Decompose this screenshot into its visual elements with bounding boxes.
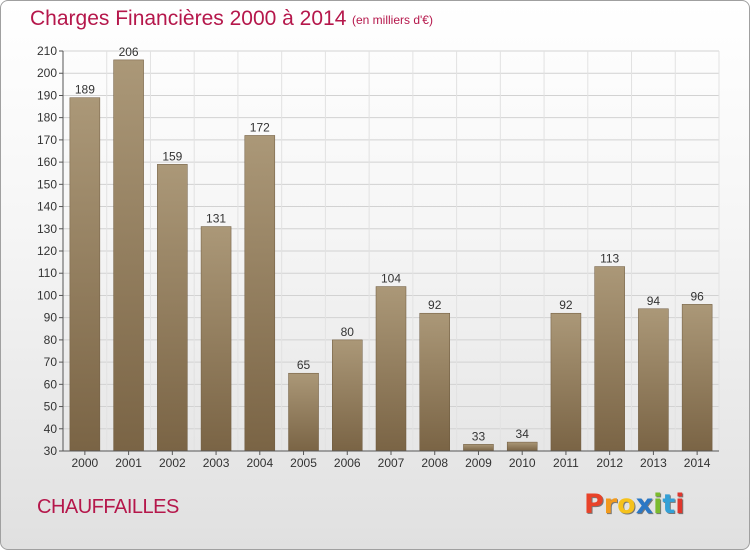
bar-2012[interactable] [594, 266, 625, 452]
x-tick-label: 2014 [684, 456, 711, 470]
y-tick-label: 50 [44, 400, 58, 414]
y-tick-label: 190 [37, 88, 57, 102]
bar-value-label: 189 [75, 83, 95, 97]
bar-value-label: 34 [516, 427, 530, 441]
bar-2005[interactable] [288, 372, 319, 452]
x-tick-label: 2009 [465, 456, 492, 470]
chart-title: Charges Financières 2000 à 2014 [30, 7, 347, 30]
logo-letter: t [662, 489, 676, 520]
bar-value-label: 92 [559, 298, 573, 312]
bar-value-label: 96 [690, 289, 704, 303]
bar-value-label: 104 [381, 272, 401, 286]
bar-2009[interactable] [463, 444, 494, 452]
proxiti-logo[interactable]: Proxiti [584, 489, 685, 520]
logo-letter: x [635, 489, 654, 520]
y-tick-label: 200 [37, 66, 57, 80]
bar-2013[interactable] [638, 308, 669, 452]
y-tick-label: 70 [44, 355, 58, 369]
y-tick-label: 210 [37, 44, 57, 58]
bar-value-label: 206 [119, 45, 139, 59]
x-tick-label: 2002 [159, 456, 186, 470]
y-tick-label: 170 [37, 133, 57, 147]
y-tick-label: 130 [37, 222, 57, 236]
bar-2002[interactable] [157, 164, 188, 452]
bar-value-label: 159 [162, 149, 182, 163]
y-tick-label: 120 [37, 244, 57, 258]
bar-2004[interactable] [244, 135, 276, 452]
logo-letter: r [603, 489, 618, 520]
y-tick-label: 150 [37, 177, 57, 191]
bar-value-label: 94 [647, 294, 661, 308]
y-tick-label: 140 [37, 200, 57, 214]
y-tick-label: 110 [38, 266, 57, 280]
bar-value-label: 172 [250, 120, 270, 134]
x-tick-label: 2008 [421, 456, 448, 470]
bars [69, 59, 713, 452]
y-tick-label: 100 [37, 288, 57, 302]
logo-letter: i [675, 489, 685, 520]
y-tick-label: 60 [44, 377, 58, 391]
bar-value-label: 92 [428, 298, 442, 312]
bar-value-label: 113 [600, 252, 619, 266]
bar-2011[interactable] [550, 312, 582, 452]
logo-letter: P [584, 489, 604, 520]
x-tick-label: 2000 [72, 456, 99, 470]
bar-value-label: 65 [297, 358, 311, 372]
x-tick-label: 2010 [509, 456, 536, 470]
x-tick-label: 2013 [640, 456, 667, 470]
x-tick-label: 2001 [115, 456, 142, 470]
labels: 30 40 50 60 70 80 90 100 110 120 130 140 150 160 170 18… [37, 44, 711, 470]
x-tick-label: 2012 [596, 456, 623, 470]
x-tick-label: 2011 [553, 456, 579, 470]
town-name: CHAUFFAILLES [37, 496, 179, 518]
x-tick-label: 2007 [378, 456, 405, 470]
y-tick-label: 40 [44, 422, 58, 436]
chart-subtitle: (en milliers d'€) [352, 13, 433, 27]
y-tick-label: 180 [37, 111, 57, 125]
x-tick-label: 2003 [203, 456, 230, 470]
bar-value-label: 33 [472, 429, 486, 443]
bar-2001[interactable] [113, 59, 144, 452]
x-tick-label: 2004 [246, 456, 273, 470]
bar-2003[interactable] [200, 226, 232, 452]
bar-2007[interactable] [375, 286, 407, 452]
bar-value-label: 80 [341, 325, 355, 339]
bar-2010[interactable] [506, 441, 538, 452]
x-tick-label: 2005 [290, 456, 317, 470]
bar-2014[interactable] [681, 304, 713, 452]
bar-2000[interactable] [69, 97, 101, 452]
bar-2008[interactable] [419, 312, 450, 452]
bar-2006[interactable] [332, 339, 363, 452]
logo-letter: o [617, 489, 636, 520]
axes [59, 50, 719, 455]
x-tick-label: 2006 [334, 456, 361, 470]
logo-letter: i [653, 489, 663, 520]
y-tick-label: 80 [44, 333, 58, 347]
y-tick-label: 30 [44, 444, 58, 458]
y-tick-label: 90 [44, 311, 58, 325]
y-tick-label: 160 [37, 155, 57, 169]
bar-value-label: 131 [206, 212, 226, 226]
